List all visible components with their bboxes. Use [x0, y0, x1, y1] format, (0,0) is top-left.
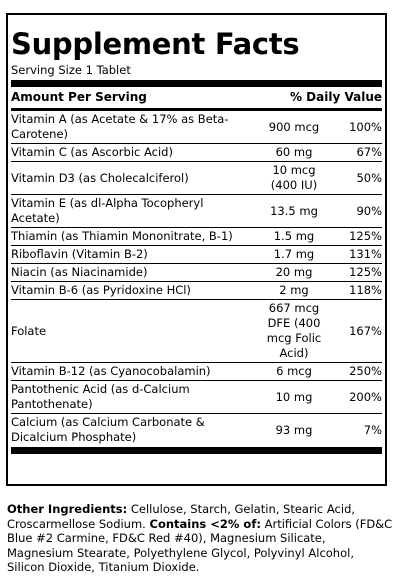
table-row: Pantothenic Acid (as d-Calcium Pantothen…: [11, 380, 382, 414]
nutrient-daily-value: 67%: [329, 143, 382, 162]
nutrient-name: Pantothenic Acid (as d-Calcium Pantothen…: [11, 380, 259, 414]
nutrient-daily-value: 125%: [329, 263, 382, 282]
nutrient-daily-value: 131%: [329, 245, 382, 264]
nutrient-amount: 93 mg: [275, 422, 313, 437]
nutrient-daily-value: 118%: [329, 281, 382, 300]
nutrient-amount: 10 mg: [259, 380, 329, 414]
nutrient-daily-value: 7%: [363, 422, 382, 437]
nutrient-name: Vitamin D3 (as Cholecalciferol): [11, 161, 259, 195]
nutrient-amount: 667 mcg DFE (400 mcg Folic Acid): [259, 299, 329, 363]
table-row: Folate 667 mcg DFE (400 mcg Folic Acid) 16…: [11, 299, 382, 363]
ingredients-label: Other Ingredients:: [7, 502, 128, 516]
nutrient-name: Thiamin (as Thiamin Mononitrate, B-1): [11, 227, 259, 246]
supplement-facts-panel: Supplement Facts Serving Size 1 Tablet A…: [6, 13, 387, 486]
amount-per-serving-header: Amount Per Serving: [11, 90, 147, 104]
serving-size: Serving Size 1 Tablet: [11, 63, 382, 87]
table-row: Calcium (as Calcium Carbonate & Dicalciu…: [11, 414, 382, 447]
table-row: Vitamin B-6 (as Pyridoxine HCl) 2 mg 118%: [11, 281, 382, 300]
nutrient-name: Vitamin A (as Acetate & 17% as Beta-Caro…: [11, 111, 259, 144]
nutrient-daily-value: 90%: [329, 194, 382, 228]
table-row: Riboflavin (Vitamin B-2) 1.7 mg 131%: [11, 245, 382, 264]
nutrient-name: Riboflavin (Vitamin B-2): [11, 245, 259, 264]
nutrient-amount: 900 mcg: [259, 111, 329, 144]
nutrient-daily-value: 100%: [329, 111, 382, 144]
nutrient-name: Vitamin B-6 (as Pyridoxine HCl): [11, 281, 259, 300]
nutrient-name: Calcium (as Calcium Carbonate & Dicalciu…: [11, 415, 205, 444]
nutrient-name: Niacin (as Niacinamide): [11, 263, 259, 282]
nutrient-name: Vitamin C (as Ascorbic Acid): [11, 143, 259, 162]
table-row: Niacin (as Niacinamide) 20 mg 125%: [11, 263, 382, 282]
nutrient-daily-value: 167%: [329, 299, 382, 363]
contains-label: Contains <2% of:: [149, 516, 261, 531]
bottom-rule: [11, 447, 382, 454]
nutrient-amount: 2 mg: [259, 281, 329, 300]
nutrient-amount: 20 mg: [259, 263, 329, 282]
table-row: Vitamin B-12 (as Cyanocobalamin) 6 mcg 250…: [11, 362, 382, 381]
daily-value-header: % Daily Value: [289, 90, 382, 104]
nutrient-amount: 6 mcg: [259, 362, 329, 381]
nutrient-amount: 1.5 mg: [259, 227, 329, 246]
nutrient-amount: 13.5 mg: [259, 194, 329, 228]
table-row: Vitamin E (as dl-Alpha Tocopheryl Acetat…: [11, 194, 382, 228]
panel-title: Supplement Facts: [11, 27, 300, 61]
nutrient-daily-value: 125%: [329, 227, 382, 246]
other-ingredients: Other Ingredients: Cellulose, Starch, Ge…: [7, 502, 393, 575]
nutrient-table: Vitamin A (as Acetate & 17% as Beta-Caro…: [11, 111, 382, 446]
contains-text: Artificial Colors (FD&C Blue #2 Carmine,…: [7, 516, 393, 575]
table-row: Thiamin (as Thiamin Mononitrate, B-1) 1.5…: [11, 227, 382, 246]
nutrient-daily-value: 200%: [329, 380, 382, 414]
table-row: Vitamin A (as Acetate & 17% as Beta-Caro…: [11, 111, 382, 144]
nutrient-name: Vitamin B-12 (as Cyanocobalamin): [11, 362, 259, 381]
nutrient-daily-value: 50%: [329, 161, 382, 195]
nutrient-daily-value: 250%: [329, 362, 382, 381]
nutrient-amount: 10 mcg (400 IU): [259, 161, 329, 195]
nutrient-name: Folate: [11, 299, 259, 363]
nutrient-amount: 1.7 mg: [259, 245, 329, 264]
table-header: Amount Per Serving % Daily Value: [11, 87, 382, 111]
nutrient-name: Vitamin E (as dl-Alpha Tocopheryl Acetat…: [11, 194, 259, 228]
table-row: Vitamin D3 (as Cholecalciferol) 10 mcg (4…: [11, 161, 382, 195]
ingredients-text: Cellulose, Starch, Gelatin, Stearic Acid…: [7, 502, 356, 531]
table-row: Vitamin C (as Ascorbic Acid) 60 mg 67%: [11, 143, 382, 162]
nutrient-amount: 60 mg: [259, 143, 329, 162]
